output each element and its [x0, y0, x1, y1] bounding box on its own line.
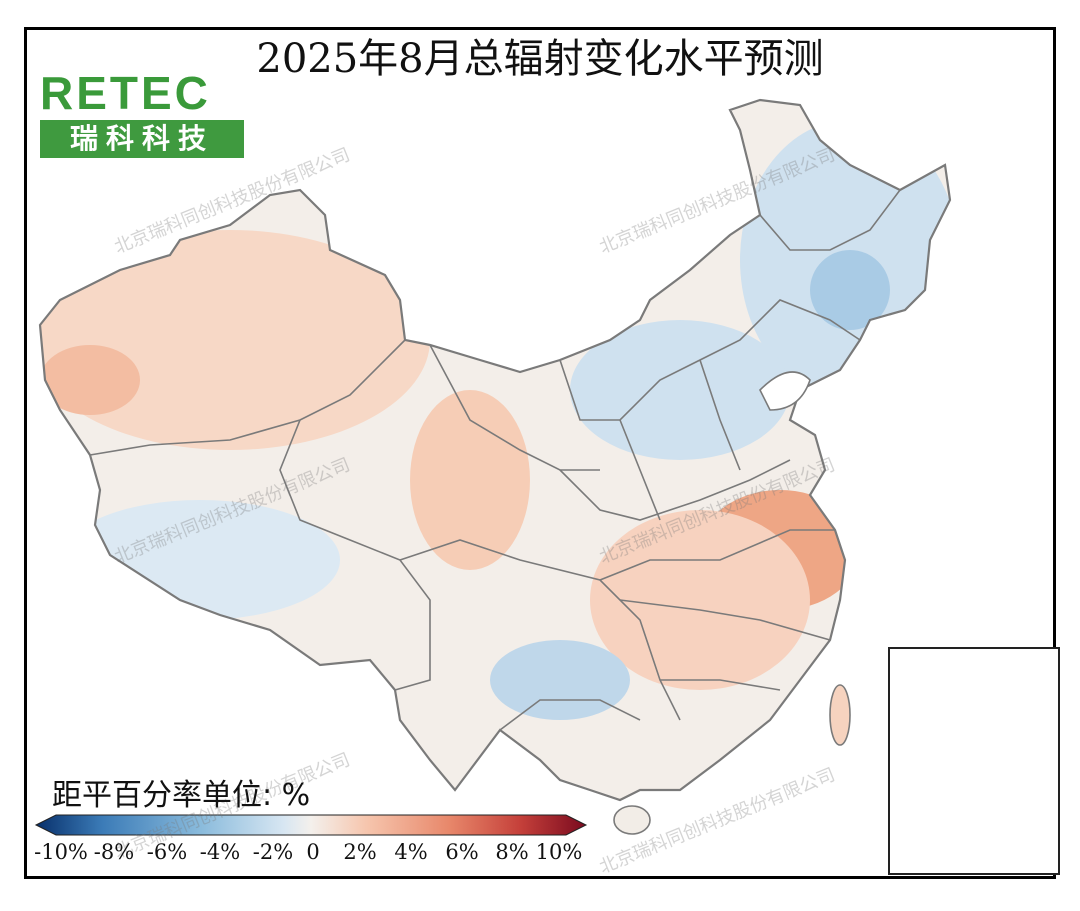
- legend-tick-labels: -10% -8% -6% -4% -2% 0 2% 4% 6% 8% 10%: [26, 840, 596, 870]
- legend-tick: 2%: [343, 840, 377, 864]
- cool-northeast-core: [810, 250, 890, 330]
- cool-south: [490, 640, 630, 720]
- retec-logo: RETEC 瑞科科技: [40, 70, 244, 158]
- legend-tick: 8%: [495, 840, 529, 864]
- legend-colorbar: [34, 814, 588, 836]
- logo-subtitle: 瑞科科技: [40, 120, 244, 158]
- legend-tick: -4%: [199, 840, 241, 864]
- bohai-sea: [759, 371, 811, 411]
- legend-tick: 4%: [394, 840, 428, 864]
- province-borders: [89, 189, 901, 731]
- warm-xinjiang: [40, 230, 430, 450]
- hainan-island: [613, 805, 651, 835]
- legend-tick: 6%: [445, 840, 479, 864]
- logo-word: RETEC: [40, 67, 211, 119]
- legend-tick: -2%: [252, 840, 294, 864]
- legend-unit-label: 距平百分率单位: %: [52, 778, 311, 813]
- cool-north: [570, 320, 790, 460]
- legend-tick: -8%: [93, 840, 135, 864]
- legend-tick: 10%: [535, 840, 583, 864]
- warm-southeast: [590, 510, 810, 690]
- warm-west: [40, 345, 140, 415]
- map-title: 2025年8月总辐射变化水平预测: [256, 36, 824, 82]
- legend-tick: -6%: [146, 840, 188, 864]
- taiwan-island: [829, 684, 851, 746]
- warm-center: [410, 390, 530, 570]
- legend-tick: 0: [306, 840, 320, 864]
- inset-frame: [888, 647, 1060, 875]
- legend-tick: -10%: [34, 840, 88, 864]
